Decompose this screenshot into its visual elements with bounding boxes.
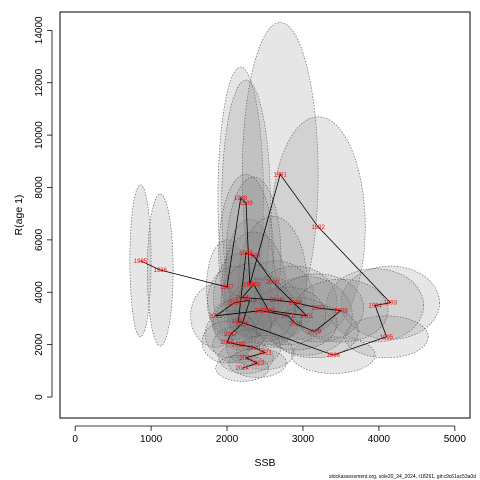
year-label-2024: 2024 bbox=[236, 366, 250, 372]
x-tick-label-4000: 4000 bbox=[368, 434, 391, 445]
plot-frame bbox=[59, 11, 471, 419]
year-label-2021: 2021 bbox=[258, 351, 272, 357]
year-label-2012: 2012 bbox=[255, 309, 269, 315]
year-label-2022: 2022 bbox=[239, 356, 253, 362]
x-tick-label-3000: 3000 bbox=[292, 434, 315, 445]
y-tick-label-12000: 12000 bbox=[34, 68, 45, 96]
y-tick-label-0: 0 bbox=[34, 394, 45, 400]
year-label-2005: 2005 bbox=[270, 298, 284, 304]
year-label-2001: 2001 bbox=[300, 314, 314, 320]
year-label-1990: 1990 bbox=[243, 282, 257, 288]
year-label-2002: 2002 bbox=[262, 309, 276, 315]
year-label-2015: 2015 bbox=[243, 298, 257, 304]
year-label-2018: 2018 bbox=[220, 340, 234, 346]
x-axis: 0 1000 2000 3000 4000 5000 bbox=[72, 425, 467, 445]
x-tick-label-1000: 1000 bbox=[140, 434, 163, 445]
confidence-ellipses bbox=[129, 22, 440, 382]
year-label-1992: 1992 bbox=[311, 225, 325, 231]
year-label-1988: 1988 bbox=[234, 196, 248, 202]
year-label-2011: 2011 bbox=[281, 314, 295, 320]
y-axis-title: R(age 1) bbox=[13, 195, 25, 236]
year-label-1996: 1996 bbox=[327, 353, 341, 359]
year-label-1997: 1997 bbox=[232, 319, 246, 325]
ellipse-1985 bbox=[129, 184, 152, 338]
x-tick-label-0: 0 bbox=[72, 434, 78, 445]
footer-credit: stockassessment.org, sole20_24_2024, r18… bbox=[329, 474, 476, 480]
year-label-1995: 1995 bbox=[380, 335, 394, 341]
year-label-2019: 2019 bbox=[232, 343, 246, 349]
year-label-2010: 2010 bbox=[289, 322, 303, 328]
x-axis-title: SSB bbox=[254, 457, 275, 469]
year-label-2014: 2014 bbox=[228, 301, 242, 307]
year-label-1998: 1998 bbox=[239, 251, 253, 257]
year-label-2009: 2009 bbox=[308, 330, 322, 336]
year-label-2023: 2023 bbox=[251, 361, 265, 367]
y-tick-label-14000: 14000 bbox=[34, 16, 45, 44]
year-label-1993: 1993 bbox=[384, 301, 398, 307]
year-label-1991: 1991 bbox=[274, 172, 288, 178]
year-label-2006: 2006 bbox=[289, 301, 303, 307]
y-tick-label-4000: 4000 bbox=[34, 281, 45, 304]
year-label-2007: 2007 bbox=[311, 306, 325, 312]
stock-recruit-trajectory bbox=[140, 173, 392, 369]
year-label-2000: 2000 bbox=[266, 280, 280, 286]
y-tick-label-10000: 10000 bbox=[34, 121, 45, 149]
year-label-2003: 2003 bbox=[247, 282, 261, 288]
year-label-2004: 2004 bbox=[236, 296, 250, 302]
year-label-1987: 1987 bbox=[220, 285, 234, 291]
year-label-2020: 2020 bbox=[247, 345, 261, 351]
y-tick-label-6000: 6000 bbox=[34, 228, 45, 251]
year-label-1985: 1985 bbox=[134, 259, 148, 265]
year-label-2008: 2008 bbox=[334, 309, 348, 315]
y-tick-label-2000: 2000 bbox=[34, 333, 45, 356]
year-label-1986: 1986 bbox=[154, 268, 168, 274]
y-tick-label-8000: 8000 bbox=[34, 176, 45, 199]
year-label-2016: 2016 bbox=[236, 322, 250, 328]
x-tick-label-2000: 2000 bbox=[216, 434, 239, 445]
year-label-1999: 1999 bbox=[247, 254, 261, 260]
year-label-1994: 1994 bbox=[368, 303, 382, 309]
year-label-2013: 2013 bbox=[209, 314, 223, 320]
year-label-1989: 1989 bbox=[239, 201, 253, 207]
year-label-2017: 2017 bbox=[224, 332, 238, 338]
y-axis: 0 2000 4000 6000 8000 10000 12000 14000 bbox=[34, 16, 53, 400]
x-tick-label-5000: 5000 bbox=[444, 434, 467, 445]
